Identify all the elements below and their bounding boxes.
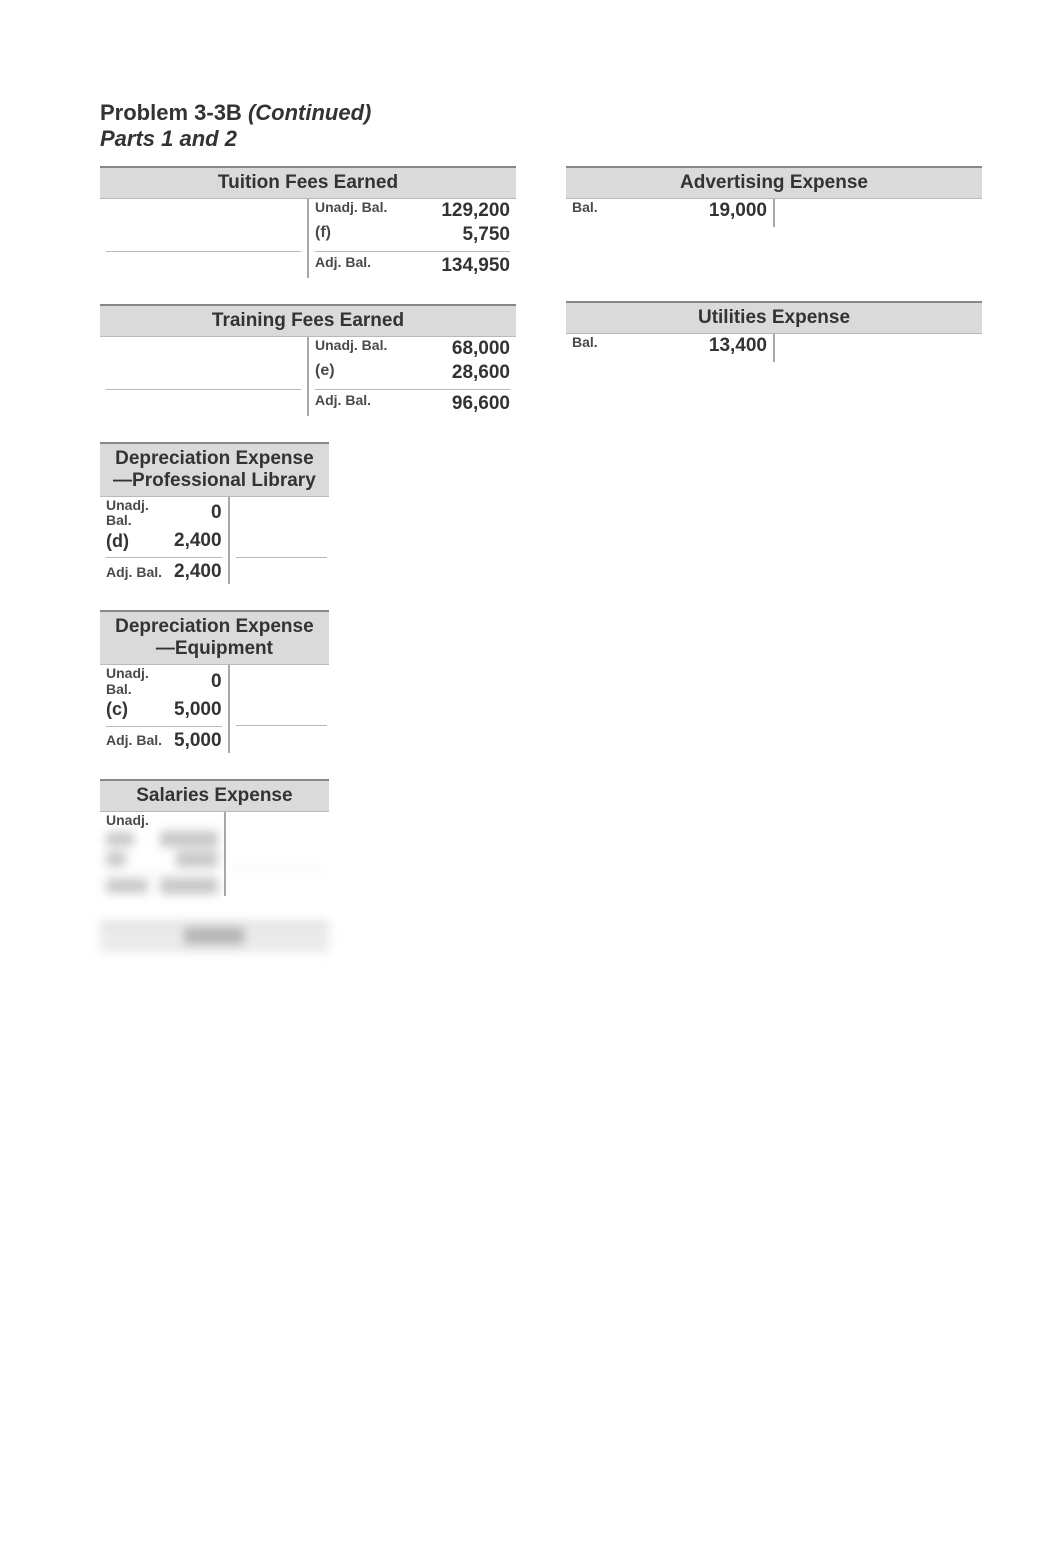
underline bbox=[236, 725, 327, 726]
underline bbox=[315, 389, 510, 390]
underline bbox=[106, 251, 301, 252]
debit-side: Bal. 13,400 bbox=[566, 334, 775, 362]
row-value: 0 bbox=[174, 502, 222, 524]
row-label: Bal. bbox=[572, 335, 677, 357]
t-account-utilities: Utilities Expense Bal. 13,400 bbox=[566, 301, 982, 362]
table-row: (f) 5,750 bbox=[309, 223, 516, 247]
row-value: 134,950 bbox=[420, 255, 510, 277]
row-value: 96,600 bbox=[420, 393, 510, 415]
table-row: (d) 2,400 bbox=[100, 529, 228, 553]
account-title: Depreciation Expense—Equipment bbox=[100, 610, 329, 665]
total-row: Adj. Bal. 134,950 bbox=[309, 254, 516, 278]
t-account-body: Bal. 19,000 bbox=[566, 199, 982, 227]
credit-side bbox=[775, 199, 982, 227]
t-account-deprec-library: Depreciation Expense—Professional Librar… bbox=[100, 442, 329, 584]
account-title: Utilities Expense bbox=[566, 301, 982, 334]
account-title: Training Fees Earned bbox=[100, 304, 516, 337]
t-account-deprec-equipment: Depreciation Expense—Equipment Unadj. Ba… bbox=[100, 610, 329, 752]
row-label: Adj. Bal. bbox=[106, 565, 166, 580]
credit-side: Unadj. Bal. 129,200 (f) 5,750 Adj. Bal. … bbox=[309, 199, 516, 278]
table-row: Unadj. Bal. 0 bbox=[100, 497, 228, 530]
row-value: 28,600 bbox=[420, 362, 510, 384]
row-label: Adj. Bal. bbox=[106, 733, 166, 748]
right-column: Advertising Expense Bal. 19,000 Utilitie… bbox=[566, 166, 982, 978]
row-value: 2,400 bbox=[174, 530, 222, 552]
row-value: 0 bbox=[174, 671, 222, 693]
row-label: Bal. bbox=[572, 200, 677, 222]
account-title: Tuition Fees Earned bbox=[100, 166, 516, 199]
row-label: Unadj. Bal. bbox=[315, 200, 420, 222]
row-value: 5,750 bbox=[420, 224, 510, 246]
t-account-body: Unadj. Bal. 129,200 (f) 5,750 Adj. Bal. … bbox=[100, 199, 516, 278]
row-value: 5,000 bbox=[174, 699, 222, 721]
row-label: Adj. Bal. bbox=[315, 393, 420, 415]
total-row: Adj. Bal. 2,400 bbox=[100, 560, 228, 584]
table-row: Unadj. bbox=[100, 812, 224, 829]
credit-side bbox=[230, 665, 333, 753]
underline bbox=[236, 557, 327, 558]
parts-subtitle: Parts 1 and 2 bbox=[100, 126, 982, 152]
row-value: 5,000 bbox=[174, 730, 222, 752]
underline bbox=[106, 726, 222, 727]
table-row: (c) 5,000 bbox=[100, 698, 228, 722]
t-account-body: Unadj. bbox=[100, 812, 329, 896]
account-title-blurred bbox=[100, 922, 329, 952]
credit-side: Unadj. Bal. 68,000 (e) 28,600 Adj. Bal. … bbox=[309, 337, 516, 416]
debit-side bbox=[100, 199, 309, 278]
t-account-body: Unadj. Bal. 0 (d) 2,400 Adj. Bal. 2,400 bbox=[100, 497, 329, 585]
t-account-body: Unadj. Bal. 68,000 (e) 28,600 Adj. Bal. … bbox=[100, 337, 516, 416]
t-account-advertising: Advertising Expense Bal. 19,000 bbox=[566, 166, 982, 227]
debit-side: Unadj. bbox=[100, 812, 226, 896]
title-italic: (Continued) bbox=[248, 100, 371, 125]
table-row: (e) 28,600 bbox=[309, 361, 516, 385]
table-row: Unadj. Bal. 129,200 bbox=[309, 199, 516, 223]
underline bbox=[315, 251, 510, 252]
row-value: 68,000 bbox=[420, 338, 510, 360]
table-row: Unadj. Bal. 0 bbox=[100, 665, 228, 698]
row-value: 129,200 bbox=[420, 200, 510, 222]
underline bbox=[106, 557, 222, 558]
table-row: Unadj. Bal. 68,000 bbox=[309, 337, 516, 361]
problem-title: Problem 3-3B (Continued) bbox=[100, 100, 982, 126]
debit-side bbox=[100, 337, 309, 416]
row-label: (e) bbox=[315, 362, 420, 384]
table-row: Bal. 19,000 bbox=[566, 199, 773, 223]
row-label: (c) bbox=[106, 700, 166, 720]
total-row: Adj. Bal. 5,000 bbox=[100, 729, 228, 753]
account-title: Advertising Expense bbox=[566, 166, 982, 199]
credit-side bbox=[230, 497, 333, 585]
page-header: Problem 3-3B (Continued) Parts 1 and 2 bbox=[100, 100, 982, 152]
left-column: Tuition Fees Earned Unadj. Bal. 129,200 … bbox=[100, 166, 516, 978]
title-plain: Problem 3-3B bbox=[100, 100, 248, 125]
t-account-tuition: Tuition Fees Earned Unadj. Bal. 129,200 … bbox=[100, 166, 516, 278]
t-account-salaries: Salaries Expense Unadj. bbox=[100, 779, 329, 896]
debit-side: Unadj. Bal. 0 (c) 5,000 Adj. Bal. 5,000 bbox=[100, 665, 230, 753]
underline bbox=[106, 389, 301, 390]
debit-side: Unadj. Bal. 0 (d) 2,400 Adj. Bal. 2,400 bbox=[100, 497, 230, 585]
row-label: Adj. Bal. bbox=[315, 255, 420, 277]
t-account-body: Unadj. Bal. 0 (c) 5,000 Adj. Bal. 5,000 bbox=[100, 665, 329, 753]
account-title: Salaries Expense bbox=[100, 779, 329, 812]
row-value: 2,400 bbox=[174, 561, 222, 583]
credit-side bbox=[775, 334, 982, 362]
row-value: 19,000 bbox=[677, 200, 767, 222]
row-label: (d) bbox=[106, 532, 166, 552]
debit-side: Bal. 19,000 bbox=[566, 199, 775, 227]
total-row: Adj. Bal. 96,600 bbox=[309, 392, 516, 416]
row-label: (f) bbox=[315, 224, 420, 246]
account-title: Depreciation Expense—Professional Librar… bbox=[100, 442, 329, 497]
table-row: Bal. 13,400 bbox=[566, 334, 773, 358]
underline bbox=[232, 868, 323, 869]
row-label: Unadj. Bal. bbox=[106, 666, 166, 697]
t-account-training: Training Fees Earned Unadj. Bal. 68,000 … bbox=[100, 304, 516, 416]
t-account-blurred bbox=[100, 922, 329, 952]
row-label: Unadj. Bal. bbox=[315, 338, 420, 360]
credit-side bbox=[226, 812, 329, 896]
row-label: Unadj. bbox=[106, 813, 166, 828]
accounts-columns: Tuition Fees Earned Unadj. Bal. 129,200 … bbox=[100, 166, 982, 978]
blurred-content bbox=[100, 829, 224, 896]
row-label: Unadj. Bal. bbox=[106, 498, 166, 529]
t-account-body: Bal. 13,400 bbox=[566, 334, 982, 362]
row-value: 13,400 bbox=[677, 335, 767, 357]
